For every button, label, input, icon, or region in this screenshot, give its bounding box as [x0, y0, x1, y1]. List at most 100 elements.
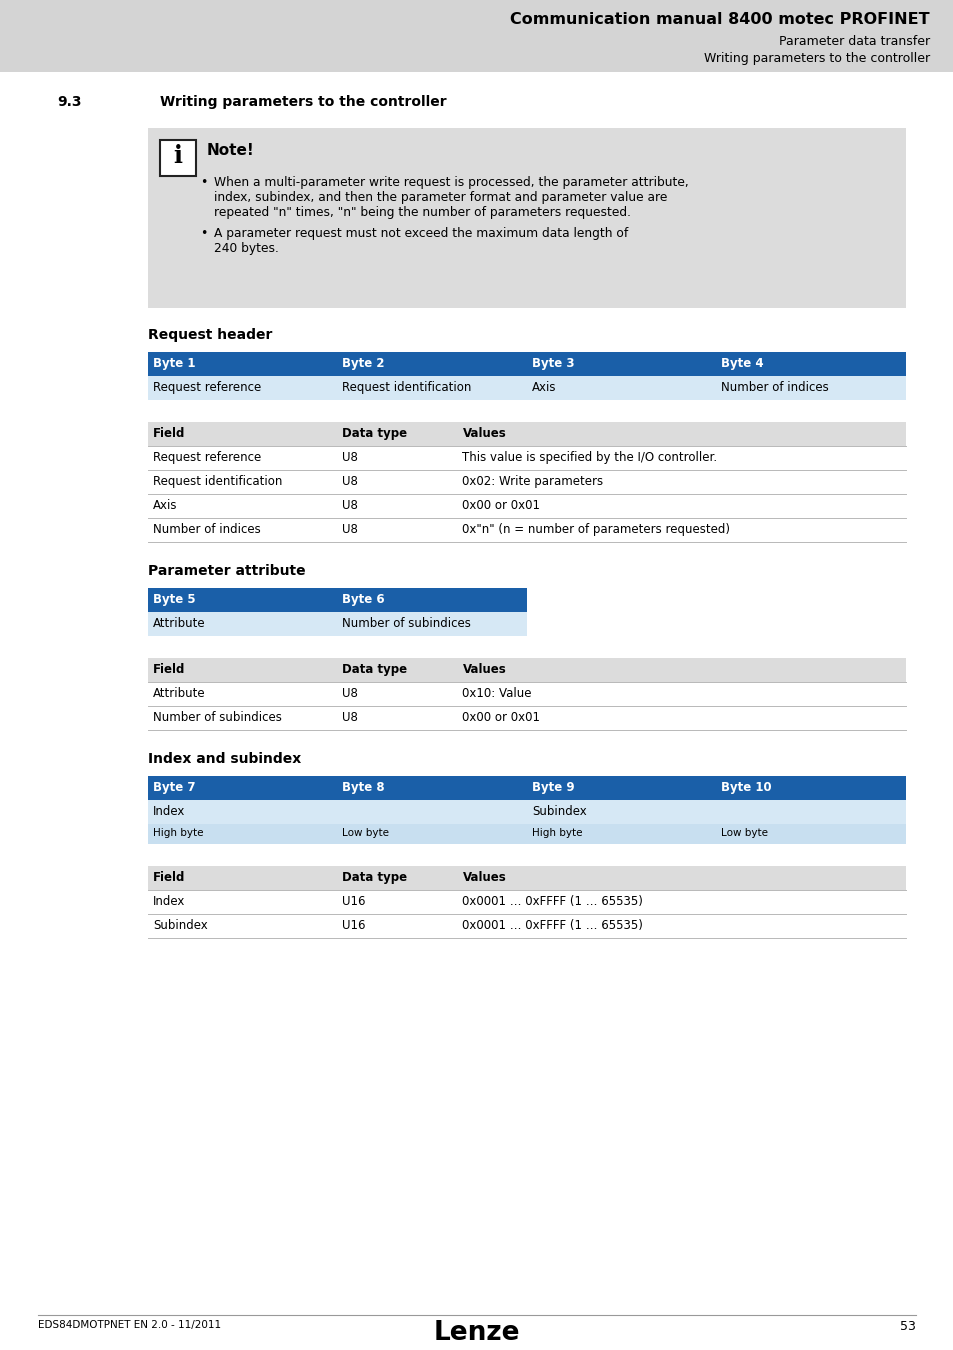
- Text: Lenze: Lenze: [434, 1320, 519, 1346]
- Text: 0x0001 … 0xFFFF (1 … 65535): 0x0001 … 0xFFFF (1 … 65535): [462, 919, 642, 931]
- Bar: [0, 0, 953, 72]
- Text: Data type: Data type: [342, 427, 407, 440]
- Bar: [148, 470, 905, 494]
- Text: U8: U8: [342, 711, 358, 724]
- Bar: [148, 706, 905, 730]
- Text: Byte 3: Byte 3: [532, 356, 574, 370]
- Text: •: •: [200, 227, 207, 240]
- Bar: [148, 352, 337, 377]
- Text: Byte 4: Byte 4: [720, 356, 763, 370]
- Text: Request identification: Request identification: [152, 475, 282, 487]
- Text: i: i: [173, 144, 182, 167]
- Text: Byte 5: Byte 5: [152, 593, 195, 606]
- Text: Parameter attribute: Parameter attribute: [148, 564, 305, 578]
- Text: Attribute: Attribute: [152, 617, 206, 630]
- Text: This value is specified by the I/O controller.: This value is specified by the I/O contr…: [462, 451, 717, 464]
- Text: Attribute: Attribute: [152, 687, 206, 701]
- Text: A parameter request must not exceed the maximum data length of: A parameter request must not exceed the …: [213, 227, 628, 240]
- Text: U8: U8: [342, 475, 358, 487]
- Text: 0x"n" (n = number of parameters requested): 0x"n" (n = number of parameters requeste…: [462, 522, 730, 536]
- Bar: [148, 801, 905, 824]
- Text: Byte 6: Byte 6: [342, 593, 385, 606]
- Text: Writing parameters to the controller: Writing parameters to the controller: [703, 53, 929, 65]
- Bar: [148, 776, 337, 801]
- Text: Axis: Axis: [532, 381, 556, 394]
- Text: Low byte: Low byte: [342, 828, 389, 838]
- Bar: [337, 352, 526, 377]
- Text: U8: U8: [342, 522, 358, 536]
- Text: Number of indices: Number of indices: [720, 381, 828, 394]
- Bar: [160, 140, 195, 176]
- Text: U8: U8: [342, 687, 358, 701]
- Bar: [526, 776, 716, 801]
- Text: 53: 53: [900, 1320, 915, 1332]
- Bar: [148, 890, 905, 914]
- Text: Field: Field: [152, 663, 185, 676]
- Text: Number of subindices: Number of subindices: [152, 711, 281, 724]
- Text: U8: U8: [342, 500, 358, 512]
- Text: Values: Values: [462, 427, 506, 440]
- Text: Writing parameters to the controller: Writing parameters to the controller: [160, 95, 446, 109]
- Bar: [716, 776, 905, 801]
- Text: Axis: Axis: [152, 500, 177, 512]
- Text: Parameter data transfer: Parameter data transfer: [778, 35, 929, 49]
- Text: 0x10: Value: 0x10: Value: [462, 687, 532, 701]
- Bar: [337, 776, 526, 801]
- Text: Field: Field: [152, 871, 185, 884]
- Bar: [337, 589, 526, 612]
- Text: U16: U16: [342, 919, 366, 931]
- Text: Field: Field: [152, 427, 185, 440]
- Bar: [148, 612, 526, 636]
- Bar: [716, 352, 905, 377]
- Text: Index: Index: [152, 895, 185, 909]
- Bar: [148, 824, 905, 844]
- Text: Low byte: Low byte: [720, 828, 768, 838]
- Text: Values: Values: [462, 871, 506, 884]
- Bar: [148, 377, 905, 400]
- Bar: [526, 352, 716, 377]
- Bar: [148, 446, 905, 470]
- Text: Number of indices: Number of indices: [152, 522, 260, 536]
- Bar: [148, 128, 905, 308]
- Text: Subindex: Subindex: [532, 805, 586, 818]
- Text: Byte 7: Byte 7: [152, 782, 195, 794]
- Text: Number of subindices: Number of subindices: [342, 617, 471, 630]
- Bar: [160, 140, 195, 176]
- Text: Request header: Request header: [148, 328, 273, 342]
- Text: High byte: High byte: [532, 828, 582, 838]
- Text: Subindex: Subindex: [152, 919, 208, 931]
- Text: Request reference: Request reference: [152, 381, 261, 394]
- Text: Byte 10: Byte 10: [720, 782, 771, 794]
- Text: Request identification: Request identification: [342, 381, 472, 394]
- Text: EDS84DMOTPNET EN 2.0 - 11/2011: EDS84DMOTPNET EN 2.0 - 11/2011: [38, 1320, 221, 1330]
- Bar: [148, 589, 337, 612]
- Text: •: •: [200, 176, 207, 189]
- Text: 240 bytes.: 240 bytes.: [213, 242, 278, 255]
- Text: Communication manual 8400 motec PROFINET: Communication manual 8400 motec PROFINET: [510, 12, 929, 27]
- Text: 0x02: Write parameters: 0x02: Write parameters: [462, 475, 603, 487]
- Text: 0x00 or 0x01: 0x00 or 0x01: [462, 500, 540, 512]
- Text: Note!: Note!: [207, 143, 254, 158]
- Text: 0x00 or 0x01: 0x00 or 0x01: [462, 711, 540, 724]
- Text: index, subindex, and then the parameter format and parameter value are: index, subindex, and then the parameter …: [213, 190, 667, 204]
- Text: Request reference: Request reference: [152, 451, 261, 464]
- Text: 0x0001 … 0xFFFF (1 … 65535): 0x0001 … 0xFFFF (1 … 65535): [462, 895, 642, 909]
- Text: When a multi-parameter write request is processed, the parameter attribute,: When a multi-parameter write request is …: [213, 176, 688, 189]
- Bar: [148, 682, 905, 706]
- Text: repeated "n" times, "n" being the number of parameters requested.: repeated "n" times, "n" being the number…: [213, 207, 630, 219]
- Text: 9.3: 9.3: [57, 95, 81, 109]
- Bar: [148, 518, 905, 541]
- Text: Data type: Data type: [342, 871, 407, 884]
- Text: Byte 2: Byte 2: [342, 356, 385, 370]
- Text: Index: Index: [152, 805, 185, 818]
- Text: Data type: Data type: [342, 663, 407, 676]
- Text: Byte 9: Byte 9: [532, 782, 574, 794]
- Bar: [148, 914, 905, 938]
- Text: Byte 1: Byte 1: [152, 356, 195, 370]
- Text: High byte: High byte: [152, 828, 203, 838]
- Text: Index and subindex: Index and subindex: [148, 752, 301, 765]
- Bar: [148, 423, 905, 446]
- Bar: [148, 865, 905, 890]
- Text: Values: Values: [462, 663, 506, 676]
- Text: U8: U8: [342, 451, 358, 464]
